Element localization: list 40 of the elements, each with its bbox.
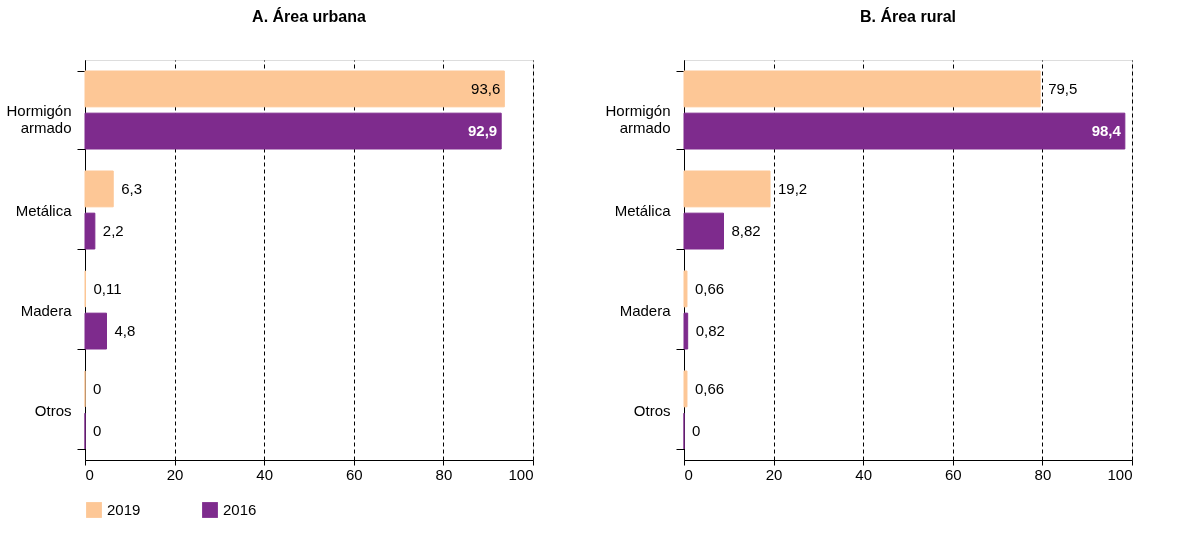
y-tick-label: Madera	[20, 301, 73, 319]
legend-label: 2016	[223, 501, 257, 518]
x-tick-label: 40	[256, 465, 274, 483]
x-tick-label: 100	[1107, 465, 1133, 483]
data-label: 4,8	[114, 322, 136, 340]
x-tick-label: 80	[1034, 465, 1052, 483]
x-tick-label: 60	[944, 465, 962, 483]
x-tick-label: 20	[765, 465, 783, 483]
x-tick-label: 20	[166, 465, 184, 483]
data-label: 92,9	[467, 122, 498, 140]
x-tick-label: 80	[435, 465, 453, 483]
data-label: 0,82	[695, 322, 725, 340]
legend-label: 2019	[107, 501, 141, 518]
y-tick-label: Otros	[633, 401, 671, 419]
y-tick-label: Metálica	[614, 201, 672, 219]
x-tick-label: 100	[508, 465, 534, 483]
data-label: 2,2	[102, 222, 124, 240]
y-tick-label: Metálica	[15, 201, 73, 219]
data-label: 0	[93, 422, 102, 440]
x-tick-label: 0	[85, 465, 94, 483]
data-label: 0	[692, 422, 701, 440]
data-label: 98,4	[1091, 122, 1122, 140]
data-label: 0,66	[694, 379, 725, 397]
chart-title: A. Área urbana	[252, 7, 367, 25]
y-tick-label: Hormigón armado	[6, 101, 72, 136]
y-tick-label: Madera	[619, 301, 672, 319]
data-label: 8,82	[731, 222, 761, 240]
data-label: 0,11	[93, 279, 122, 297]
data-label: 0,66	[694, 279, 725, 297]
x-tick-label: 0	[684, 465, 693, 483]
data-label: 0	[93, 379, 102, 397]
chart-title: B. Área rural	[859, 7, 957, 25]
data-label: 93,6	[471, 79, 501, 97]
data-label: 6,3	[121, 179, 143, 197]
y-tick-label: Otros	[34, 401, 72, 419]
data-label: 19,2	[778, 179, 808, 197]
data-label: 79,5	[1048, 79, 1078, 97]
y-tick-label: Hormigón armado	[605, 101, 671, 136]
x-tick-label: 40	[855, 465, 873, 483]
x-tick-label: 60	[345, 465, 363, 483]
